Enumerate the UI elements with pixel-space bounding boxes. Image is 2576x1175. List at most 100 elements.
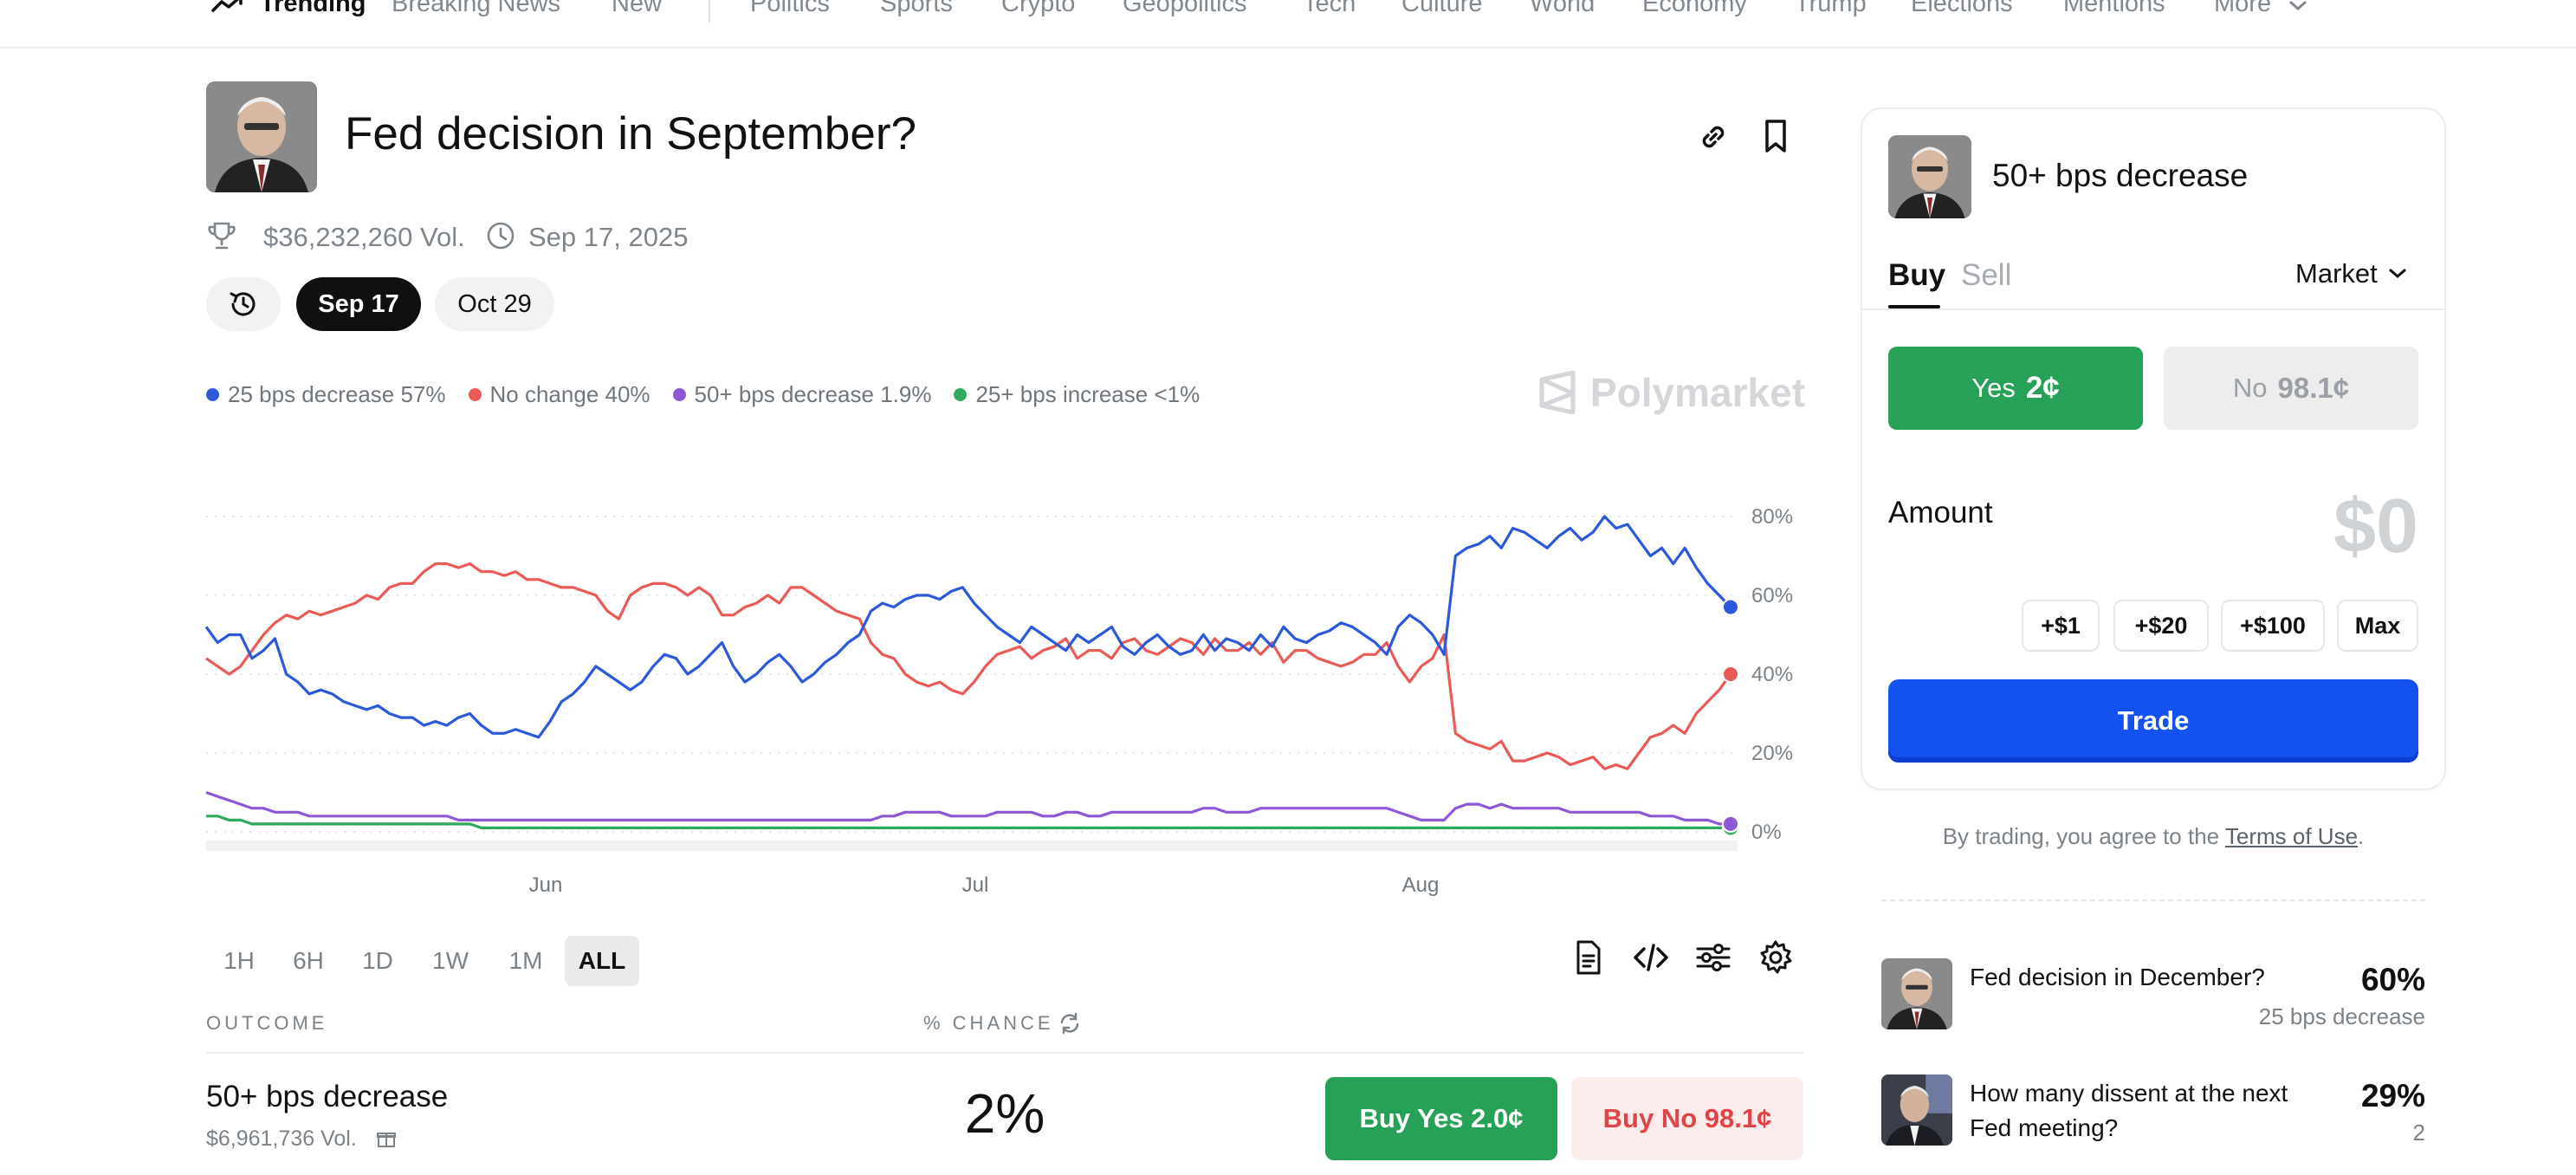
order-type-dropdown[interactable]: Market [2295,258,2407,289]
legend-item: 25+ bps increase <1% [954,381,1200,408]
gift-icon [377,1133,396,1147]
legend-label: 25+ bps increase <1% [975,381,1201,407]
legend-item: No change 40% [468,381,650,408]
related-market-image [1881,958,1952,1029]
nav-item-crypto[interactable]: Crypto [1001,0,1076,17]
terms-disclaimer: By trading, you agree to the Terms of Us… [1861,823,2446,850]
nav-item-trump[interactable]: Trump [1795,0,1867,17]
trade-panel [1861,107,2446,790]
nav-separator [709,0,710,23]
history-button[interactable] [206,277,281,331]
event-volume: $36,232,260 Vol. [263,222,465,252]
timeframe-1m[interactable]: 1M [508,947,543,974]
yes-price: 2¢ [2025,371,2060,405]
add-20-button[interactable]: +$20 [2113,600,2209,652]
nav-item-tech[interactable]: Tech [1303,0,1356,17]
related-market-image [1881,1074,1952,1146]
nav-item-more[interactable]: More [2214,0,2272,17]
event-end-date: Sep 17, 2025 [528,222,689,252]
nav-item-geopolitics[interactable]: Geopolitics [1123,0,1247,17]
max-amount-button[interactable]: Max [2337,600,2418,652]
yes-outcome-button[interactable]: Yes 2¢ [1888,347,2143,430]
add-1-button[interactable]: +$1 [2022,600,2100,652]
legend-label: No change 40% [489,381,650,407]
nav-item-mentions[interactable]: Mentions [2063,0,2165,17]
nav-item-breaking-news[interactable]: Breaking News [392,0,561,17]
chart-scrubber[interactable] [206,841,1738,851]
nav-item-elections[interactable]: Elections [1911,0,2013,17]
related-market-outcome: 2 [2412,1120,2425,1146]
refresh-icon[interactable] [1058,1012,1081,1035]
legend-dot [672,388,686,401]
legend-item: 50+ bps decrease 1.9% [672,381,932,408]
order-type-label: Market [2295,258,2378,289]
series-line-no-change [205,562,1732,770]
chevron-down-icon [2289,1,2307,10]
document-icon[interactable] [1570,938,1608,977]
settings-gear-icon[interactable] [1757,938,1795,977]
top-nav: Trending Breaking News New Politics Sports Cr… [0,0,2576,49]
sliders-icon[interactable] [1694,938,1732,977]
date-pill-sep-17[interactable]: Sep 17 [296,277,421,331]
link-icon[interactable] [1696,120,1731,154]
related-market-outcome: 25 bps decrease [2258,1003,2425,1029]
related-market-percent: 29% [2360,1078,2425,1113]
y-tick-label: 40% [1751,663,1793,686]
timeframe-1d[interactable]: 1D [362,947,393,974]
tab-sell[interactable]: Sell [1961,258,2012,292]
no-price: 98.1¢ [2277,372,2350,404]
outcome-volume: $6,961,736 Vol. [206,1126,357,1151]
trending-icon [211,0,243,12]
terms-of-use-link[interactable]: Terms of Use [2224,823,2359,849]
series-line-50-bps-decrease [205,790,1731,826]
tab-buy[interactable]: Buy [1888,258,1946,292]
no-outcome-button[interactable]: No 98.1¢ [2164,347,2418,430]
chevron-down-icon [2389,269,2406,278]
portrait-image [1888,135,1971,218]
price-chart[interactable]: 80% 60% 40% 20% 0% Jun Jul Aug [0,485,1836,901]
embed-code-icon[interactable] [1632,938,1670,977]
legend-dot [954,388,968,401]
timeframe-6h[interactable]: 6H [293,947,324,974]
series-endpoint [1722,815,1739,833]
series-endpoint [1722,598,1739,616]
polymarket-watermark: Polymarket [1538,369,1805,416]
polymarket-logo-icon [1539,371,1576,414]
nav-item-politics[interactable]: Politics [750,0,830,17]
series-line-25-bps-increase [206,815,1731,829]
y-tick-label: 80% [1751,505,1793,529]
date-pill-oct-29[interactable]: Oct 29 [435,277,554,331]
history-icon [230,292,256,316]
nav-item-world[interactable]: World [1530,0,1595,17]
nav-item-culture[interactable]: Culture [1401,0,1483,17]
timeframe-1h[interactable]: 1H [223,947,255,974]
nav-item-economy[interactable]: Economy [1642,0,1747,17]
buy-no-button[interactable]: Buy No 98.1¢ [1571,1077,1803,1160]
tab-buy-underline [1888,305,1940,308]
nav-item-sports[interactable]: Sports [880,0,953,17]
related-market-title: Fed decision in December? [1970,964,2265,990]
buy-yes-button[interactable]: Buy Yes 2.0¢ [1325,1077,1557,1160]
y-tick-label: 0% [1751,821,1782,844]
add-100-button[interactable]: +$100 [2221,600,2325,652]
outcome-header: OUTCOME [206,1012,328,1034]
portrait-image [1881,958,1952,1029]
series-endpoint [1722,665,1739,683]
trophy-icon [208,222,236,250]
legend-dot [206,388,219,401]
legend-item: 25 bps decrease 57% [206,381,446,408]
outcome-chance: 2% [964,1082,1045,1145]
legend-label: 25 bps decrease 57% [228,381,446,407]
legend-label: 50+ bps decrease 1.9% [694,381,932,407]
nav-item-trending[interactable]: Trending [260,0,366,17]
legend-dot [468,388,482,401]
amount-label: Amount [1888,496,1993,529]
timeframe-all[interactable]: ALL [565,936,639,986]
trade-button[interactable]: Trade [1888,679,2418,763]
amount-input[interactable]: $0 [2333,483,2418,568]
nav-item-new[interactable]: New [612,0,663,17]
bookmark-icon[interactable] [1760,118,1791,154]
table-divider [206,1052,1803,1054]
timeframe-1w[interactable]: 1W [432,947,469,974]
yes-label: Yes [1971,373,2016,403]
